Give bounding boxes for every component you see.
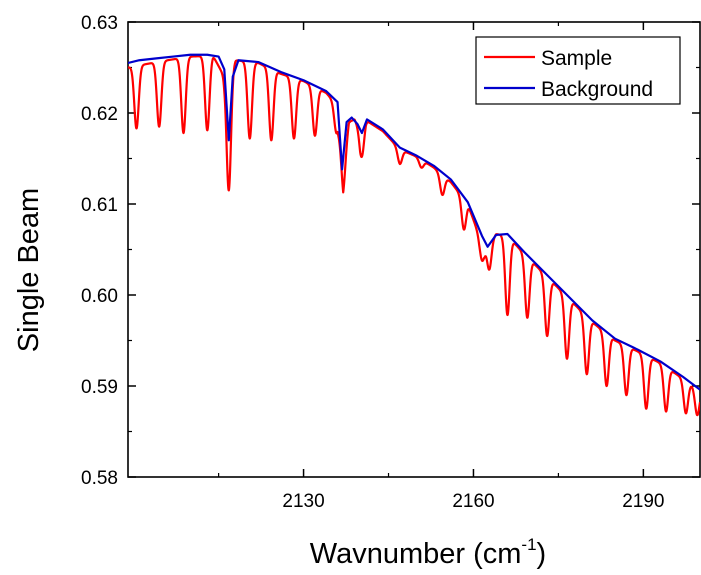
y-tick-label: 0.63: [81, 13, 118, 34]
series-layer: [128, 53, 700, 417]
legend-label-background: Background: [541, 78, 653, 101]
x-axis-title: Wavnumber (cm-1): [310, 535, 546, 570]
series-line-sample: [128, 55, 700, 417]
y-tick-label: 0.59: [81, 377, 118, 398]
x-axis-title-suffix: ): [537, 538, 547, 570]
y-tick-label: 0.58: [81, 468, 118, 489]
x-axis-ticks: 2130 2160 2190: [218, 22, 665, 512]
y-tick-label: 0.60: [81, 286, 118, 307]
y-axis-ticks: 0.58 0.59 0.60 0.61 0.62 0.63: [81, 13, 700, 489]
x-axis-title-main: Wavnumber (cm: [310, 538, 522, 570]
x-tick-label: 2160: [452, 491, 494, 512]
x-tick-label: 2190: [622, 491, 664, 512]
y-tick-label: 0.62: [81, 104, 118, 125]
legend: Sample Background: [475, 36, 681, 105]
x-axis-title-superscript: -1: [521, 535, 536, 554]
legend-box: [475, 36, 681, 105]
legend-label-sample: Sample: [541, 47, 612, 70]
series-line-background: [128, 53, 700, 391]
y-tick-label: 0.61: [81, 195, 118, 216]
y-axis-title: Single Beam: [13, 188, 45, 352]
x-tick-label: 2130: [282, 491, 324, 512]
